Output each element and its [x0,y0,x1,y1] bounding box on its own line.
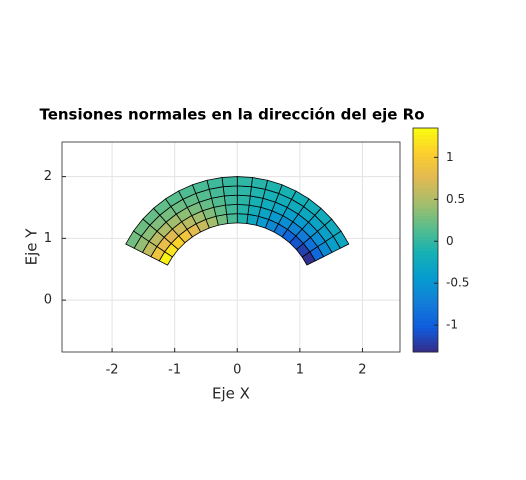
colorbar-step [413,299,438,304]
colorbar-step [413,208,438,213]
colorbar-step [413,289,438,293]
colorbar-step [413,264,438,269]
colorbar-step [413,345,438,349]
colorbar-step [413,135,438,139]
mesh-cell [236,213,249,224]
colorbar-step [413,226,438,230]
colorbar-step [413,285,438,290]
colorbar-tick-label: 1 [446,150,454,164]
colorbar-step [413,201,438,206]
colorbar-step [413,240,438,244]
colorbar-step [413,282,438,286]
mesh-cell [236,194,251,206]
colorbar-step [413,233,438,237]
colorbar-tick-label: 0.5 [446,192,465,206]
axes-box [61,141,401,353]
colorbar-step [413,145,438,150]
colorbar-step [413,327,438,332]
y-tick-label: 2 [44,169,52,184]
colorbar-step [413,348,438,353]
mesh-cell [236,176,253,188]
colorbar-step [413,166,438,171]
axes-bg [62,142,400,352]
colorbar-step [413,254,438,258]
mesh-cell [226,213,238,224]
colorbar-step [413,341,438,346]
colorbar-step [413,173,438,178]
colorbar-step [413,317,438,321]
colorbar-step [413,187,438,192]
x-tick-label: 2 [358,363,366,378]
colorbar-step [413,131,438,136]
colorbar-step [413,334,438,339]
colorbar-step [413,313,438,318]
mesh-cell [224,203,238,215]
colorbar-step [413,128,438,132]
colorbar-tick-label: 0 [446,234,454,248]
mesh-cell [221,176,238,188]
colorbar-step [413,303,438,307]
x-tick-label: -1 [168,363,181,378]
colorbar-step [413,250,438,255]
colorbar-tick-label: -0.5 [446,276,469,290]
colorbar-step [413,159,438,164]
x-tick-label: -2 [106,363,119,378]
colorbar-step [413,292,438,297]
colorbar-step [413,170,438,174]
colorbar-step [413,219,438,223]
y-tick-label: 0 [44,293,52,308]
colorbar-step [413,338,438,342]
mesh-cell [236,203,250,215]
y-axis-label: Eje Y [23,228,41,266]
colorbar-step [413,310,438,314]
mesh-cell [125,230,142,249]
x-tick-label: 1 [296,363,304,378]
colorbar-step [413,149,438,153]
colorbar-step [413,331,438,335]
colorbar-step [413,271,438,276]
colorbar-step [413,222,438,227]
colorbar-step [413,257,438,262]
colorbar-step [413,142,438,146]
colorbar-step [413,156,438,160]
colorbar-step [413,184,438,188]
colorbar-step [413,278,438,283]
mesh-cell [223,194,238,206]
colorbar-step [413,194,438,199]
colorbar-step [413,152,438,157]
colorbar-box [412,127,439,353]
x-axis-label: Eje X [212,385,250,403]
colorbar-step [413,261,438,265]
mesh-cell [222,185,238,197]
colorbar-step [413,191,438,195]
colorbar-step [413,324,438,328]
colorbar-step [413,306,438,311]
colorbar-step [413,243,438,248]
colorbar-step [413,138,438,143]
colorbar-step [413,247,438,251]
colorbar-step [413,275,438,279]
colorbar-step [413,229,438,234]
colorbar-step [413,198,438,202]
colorbar-step [413,212,438,216]
colorbar-step [413,296,438,300]
y-tick-label: 1 [44,231,52,246]
colorbar-step [413,177,438,181]
colorbar-tick-label: -1 [446,318,458,332]
colorbar-step [413,320,438,325]
colorbar-step [413,268,438,272]
colorbar-step [413,180,438,185]
x-tick-label: 0 [233,363,241,378]
colorbar-step [413,163,438,167]
colorbar-step [413,236,438,241]
chart-title: Tensiones normales en la dirección del e… [39,106,424,124]
mesh-cell [236,185,252,197]
colorbar-step [413,215,438,220]
colorbar-step [413,205,438,209]
